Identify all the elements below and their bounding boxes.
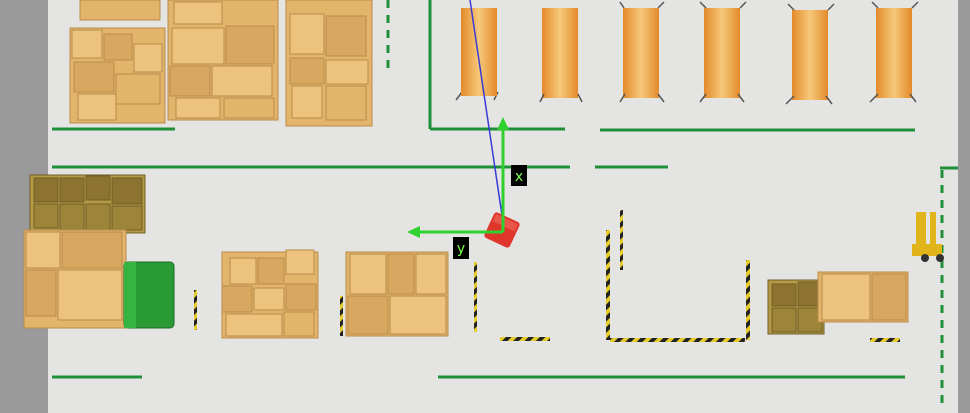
- path-line: [469, 0, 504, 223]
- lane-markings: [52, 0, 958, 379]
- y-axis-label-box: [453, 237, 469, 259]
- x-axis-label-box: [511, 165, 527, 186]
- right-wall: [958, 0, 970, 413]
- box-stack-left-lower: [23, 229, 127, 329]
- box-stack-middle-1: [221, 249, 319, 339]
- box-stack-top-left-3: [285, 0, 373, 127]
- robot-axes: [407, 117, 509, 238]
- box-stack-middle-2: [345, 251, 449, 337]
- crate-stack-left: [29, 174, 146, 234]
- forklift: [912, 212, 944, 262]
- x-axis-label: x: [515, 169, 523, 185]
- box-stack-top-left-2: [167, 0, 279, 121]
- green-bin-lid: [124, 262, 136, 328]
- box-stack-top-left-1: [69, 0, 166, 124]
- box-stack-right: [817, 271, 909, 323]
- shelf-racks: [455, 1, 919, 105]
- y-axis-label: y: [457, 241, 465, 257]
- crate-stack-right: [767, 279, 825, 335]
- hazard-tape: [194, 210, 900, 342]
- dashed-lane-markings: [386, 0, 944, 410]
